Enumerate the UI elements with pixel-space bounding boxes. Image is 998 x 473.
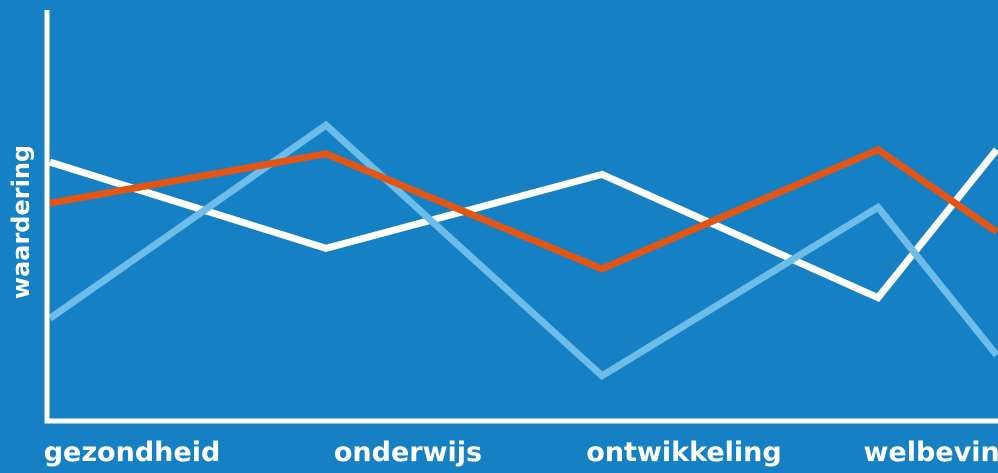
x-tick-label: ontwikkeling xyxy=(586,437,781,468)
x-tick-label: onderwijs xyxy=(334,437,482,468)
series-line-1 xyxy=(48,147,998,302)
series-layer xyxy=(47,120,998,381)
x-tick-label: welbevinden xyxy=(863,437,998,468)
x-tick-labels: gezondheid onderwijs ontwikkeling welbevind… xyxy=(44,437,998,468)
series-line-2 xyxy=(47,120,998,381)
y-axis-label: waardering xyxy=(7,145,35,299)
x-tick-label: gezondheid xyxy=(44,437,221,468)
series-line-3 xyxy=(49,145,998,273)
